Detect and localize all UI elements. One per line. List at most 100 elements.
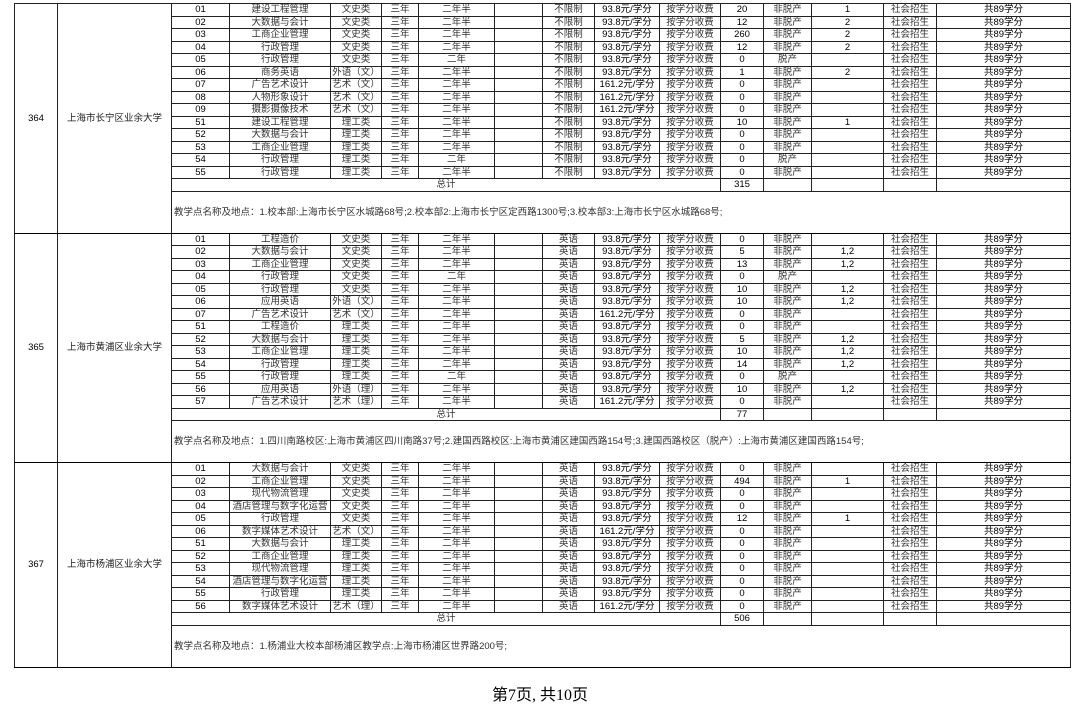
- cell-min-years: 二年半: [418, 345, 495, 359]
- cell-major-name: 工商企业管理: [229, 474, 331, 488]
- cell-enrollment-count: 0: [720, 270, 764, 284]
- cell-study-mode: 脱产: [763, 270, 812, 284]
- cell-min-years: 二年半: [418, 487, 495, 501]
- cell-enrollment-target: 社会招生: [883, 512, 937, 526]
- cell-major-code: 02: [171, 474, 230, 488]
- cell-min-years: 二年半: [418, 320, 495, 334]
- table-row: 06 应用英语 外语（文） 三年 二年半 英语 93.8元/学分 按学分收费 10 非脱产 1,2 社…: [15, 295, 1071, 309]
- table-row: 55 行政管理 理工类 三年 二年半 不限制 93.8元/学分 按学分收费 0 非脱产 社会招生 共8…: [15, 165, 1071, 179]
- empty-cell: [763, 178, 812, 192]
- cell-standard-years: 三年: [381, 524, 419, 538]
- cell-enrollment-target: 社会招生: [883, 245, 937, 259]
- cell-fee: 93.8元/学分: [594, 65, 660, 79]
- cell-fee: 93.8元/学分: [594, 40, 660, 54]
- cell-blank: [494, 357, 543, 371]
- table-row: 56 应用英语 外语（理） 三年 二年半 英语 93.8元/学分 按学分收费 10 非脱产 1,2 社…: [15, 382, 1071, 396]
- cell-exam-language: 英语: [542, 307, 595, 321]
- cell-category: 文史类: [330, 487, 382, 501]
- cell-credits: 共89学分: [936, 332, 1071, 346]
- cell-enrollment-count: 0: [720, 370, 764, 384]
- cell-fee: 93.8元/学分: [594, 115, 660, 129]
- cell-credits: 共89学分: [936, 282, 1071, 296]
- cell-enrollment-target: 社会招生: [883, 474, 937, 488]
- empty-cell: [811, 407, 884, 421]
- cell-credits: 共89学分: [936, 15, 1071, 29]
- cell-credits: 共89学分: [936, 232, 1071, 246]
- cell-fee-type: 按学分收费: [659, 487, 721, 501]
- cell-blank: [494, 345, 543, 359]
- cell-credits: 共89学分: [936, 28, 1071, 42]
- table-row: 07 广告艺术设计 艺术（文） 三年 二年半 不限制 161.2元/学分 按学分收费 0 非脱产 社…: [15, 78, 1071, 92]
- cell-min-years: 二年半: [418, 357, 495, 371]
- cell-major-name: 数字媒体艺术设计: [229, 524, 331, 538]
- cell-credits: 共89学分: [936, 257, 1071, 271]
- total-row: 总计 77: [15, 407, 1071, 421]
- cell-fee-type: 按学分收费: [659, 15, 721, 29]
- cell-blank: [494, 78, 543, 92]
- cell-fee-type: 按学分收费: [659, 357, 721, 371]
- cell-exam-language: 英语: [542, 549, 595, 563]
- cell-exam-language: 不限制: [542, 90, 595, 104]
- cell-fee: 93.8元/学分: [594, 282, 660, 296]
- total-row: 总计 315: [15, 178, 1071, 192]
- cell-blank: [494, 562, 543, 576]
- cell-exam-language: 英语: [542, 587, 595, 601]
- cell-enrollment-count: 12: [720, 512, 764, 526]
- cell-credits: 共89学分: [936, 128, 1071, 142]
- cell-min-years: 二年: [418, 153, 495, 167]
- cell-major-name: 摄影摄像技术: [229, 103, 331, 117]
- cell-campus-ref: 1,2: [811, 282, 884, 296]
- table-row: 05 行政管理 文史类 三年 二年半 英语 93.8元/学分 按学分收费 10 非脱产 1,2 社会招…: [15, 282, 1071, 296]
- cell-min-years: 二年半: [418, 115, 495, 129]
- cell-major-code: 55: [171, 370, 230, 384]
- cell-min-years: 二年半: [418, 90, 495, 104]
- cell-enrollment-target: 社会招生: [883, 232, 937, 246]
- table-row: 365 上海市黄浦区业余大学 01 工程造价 文史类 三年 二年半 英语 93.8元/学分 按学分…: [14, 232, 1071, 463]
- cell-exam-language: 不限制: [542, 128, 595, 142]
- cell-standard-years: 三年: [381, 332, 419, 346]
- cell-enrollment-count: 0: [720, 307, 764, 321]
- cell-min-years: 二年: [418, 53, 495, 67]
- empty-cell: [936, 178, 1071, 192]
- cell-campus-ref: [811, 153, 884, 167]
- cell-exam-language: 英语: [542, 474, 595, 488]
- cell-category: 理工类: [330, 574, 382, 588]
- cell-min-years: 二年: [418, 370, 495, 384]
- cell-study-mode: 非脱产: [763, 232, 812, 246]
- cell-exam-language: 英语: [542, 295, 595, 309]
- cell-campus-ref: 1,2: [811, 332, 884, 346]
- cell-enrollment-count: 5: [720, 245, 764, 259]
- cell-enrollment-target: 社会招生: [883, 282, 937, 296]
- school-name: 上海市黄浦区业余大学: [57, 232, 172, 463]
- cell-fee-type: 按学分收费: [659, 90, 721, 104]
- cell-credits: 共89学分: [936, 295, 1071, 309]
- empty-cell: [883, 407, 937, 421]
- table-row: 04 酒店管理与数字化运营 文史类 三年 二年半 英语 93.8元/学分 按学分收费 0 非脱产 社…: [15, 499, 1071, 513]
- cell-study-mode: 非脱产: [763, 549, 812, 563]
- cell-blank: [494, 295, 543, 309]
- cell-enrollment-count: 13: [720, 257, 764, 271]
- cell-campus-ref: [811, 103, 884, 117]
- school-number: 367: [14, 462, 58, 668]
- cell-major-code: 01: [171, 462, 230, 476]
- cell-min-years: 二年半: [418, 587, 495, 601]
- cell-major-code: 51: [171, 115, 230, 129]
- cell-standard-years: 三年: [381, 474, 419, 488]
- cell-standard-years: 三年: [381, 53, 419, 67]
- cell-campus-ref: [811, 599, 884, 613]
- cell-major-name: 数字媒体艺术设计: [229, 599, 331, 613]
- cell-major-code: 06: [171, 65, 230, 79]
- cell-exam-language: 英语: [542, 332, 595, 346]
- cell-credits: 共89学分: [936, 549, 1071, 563]
- cell-credits: 共89学分: [936, 90, 1071, 104]
- cell-standard-years: 三年: [381, 487, 419, 501]
- cell-credits: 共89学分: [936, 53, 1071, 67]
- cell-min-years: 二年半: [418, 562, 495, 576]
- cell-major-code: 04: [171, 40, 230, 54]
- cell-enrollment-count: 10: [720, 382, 764, 396]
- cell-fee-type: 按学分收费: [659, 574, 721, 588]
- cell-category: 理工类: [330, 115, 382, 129]
- cell-category: 文史类: [330, 28, 382, 42]
- cell-fee: 93.8元/学分: [594, 15, 660, 29]
- cell-standard-years: 三年: [381, 549, 419, 563]
